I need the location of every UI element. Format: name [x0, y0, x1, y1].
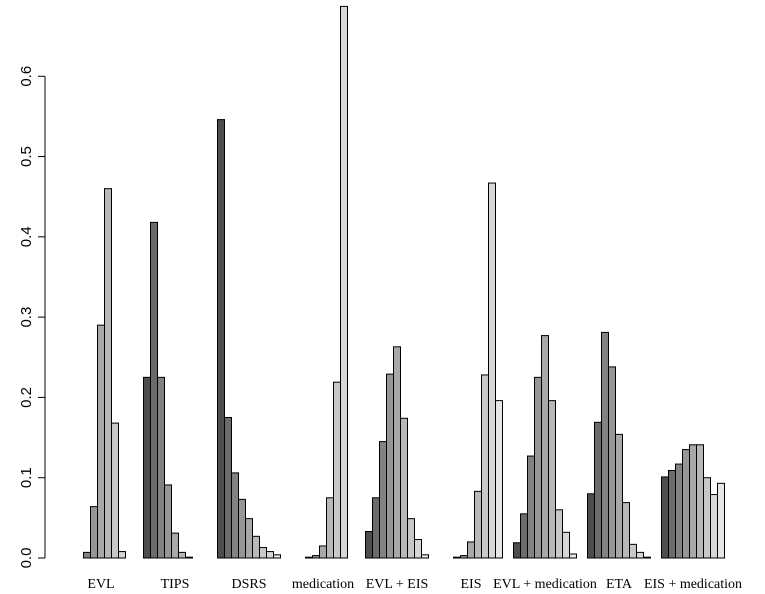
- bar: [668, 469, 676, 559]
- x-tick-label: EVL: [87, 577, 114, 592]
- bar: [703, 477, 711, 559]
- bar: [407, 518, 415, 559]
- bar: [661, 476, 669, 559]
- bar: [305, 556, 313, 559]
- bar: [513, 542, 521, 559]
- bar: [312, 555, 320, 559]
- bar: [414, 539, 422, 559]
- bar: [594, 421, 602, 559]
- bar: [231, 472, 239, 559]
- bar: [587, 493, 595, 559]
- bar: [495, 400, 503, 559]
- y-tick-label: 0.6: [18, 66, 35, 87]
- bar: [569, 553, 577, 559]
- bar: [608, 366, 616, 559]
- bar: [601, 331, 609, 559]
- bar: [111, 422, 119, 559]
- bar: [393, 346, 401, 559]
- bar: [157, 376, 165, 559]
- bar: [118, 551, 126, 559]
- bar: [467, 541, 475, 559]
- y-tick-label: 0.2: [18, 387, 35, 408]
- bar: [273, 554, 281, 559]
- bar: [259, 547, 267, 559]
- bar: [717, 482, 725, 559]
- bar: [386, 373, 394, 559]
- bar: [520, 513, 528, 559]
- bar: [224, 416, 232, 559]
- bar: [629, 543, 637, 559]
- x-tick-label: EVL + medication: [493, 577, 597, 592]
- bar: [615, 433, 623, 559]
- bar: [185, 556, 193, 559]
- y-tick-label: 0.4: [18, 226, 35, 247]
- bar: [252, 535, 260, 559]
- bar: [710, 494, 718, 559]
- x-tick-label: EIS + medication: [644, 577, 742, 592]
- x-tick-label: EIS: [461, 577, 482, 592]
- bar: [421, 554, 429, 559]
- bar: [541, 335, 549, 559]
- x-tick-label: EVL + EIS: [366, 577, 429, 592]
- x-tick-label: medication: [292, 577, 354, 592]
- bar: [689, 444, 697, 559]
- bar: [333, 381, 341, 559]
- bar: [453, 556, 461, 559]
- bar: [97, 324, 105, 559]
- bar: [90, 506, 98, 559]
- bar: [481, 374, 489, 559]
- bar: [217, 119, 225, 559]
- bar: [696, 444, 704, 559]
- bar: [104, 188, 112, 559]
- bar: [548, 400, 556, 559]
- bar: [488, 182, 496, 559]
- bar: [164, 484, 172, 559]
- bar: [643, 556, 651, 559]
- bar: [83, 551, 91, 559]
- bar: [400, 417, 408, 559]
- y-tick-label: 0.1: [18, 467, 35, 488]
- bar: [326, 497, 334, 559]
- bar: [319, 545, 327, 559]
- bar: [474, 490, 482, 559]
- x-tick-label: ETA: [606, 577, 633, 592]
- bar: [682, 449, 690, 559]
- bar: [178, 551, 186, 559]
- bar: [245, 518, 253, 559]
- bar: [636, 551, 644, 559]
- bar: [143, 376, 151, 559]
- bar: [675, 463, 683, 559]
- bar: [365, 531, 373, 559]
- bar: [534, 376, 542, 559]
- bar: [562, 531, 570, 559]
- x-tick-label: TIPS: [161, 577, 190, 592]
- bar: [460, 555, 468, 559]
- bar: [527, 455, 535, 559]
- bar: [150, 221, 158, 559]
- bar: [555, 509, 563, 559]
- y-tick-label: 0.0: [18, 548, 35, 569]
- x-tick-label: DSRS: [231, 577, 266, 592]
- bar: [622, 502, 630, 559]
- bar: [340, 5, 348, 559]
- bar: [171, 532, 179, 559]
- bar: [238, 498, 246, 559]
- y-tick-label: 0.5: [18, 146, 35, 167]
- y-tick-label: 0.3: [18, 307, 35, 328]
- bar: [372, 497, 380, 559]
- bar: [379, 441, 387, 559]
- bar: [266, 551, 274, 559]
